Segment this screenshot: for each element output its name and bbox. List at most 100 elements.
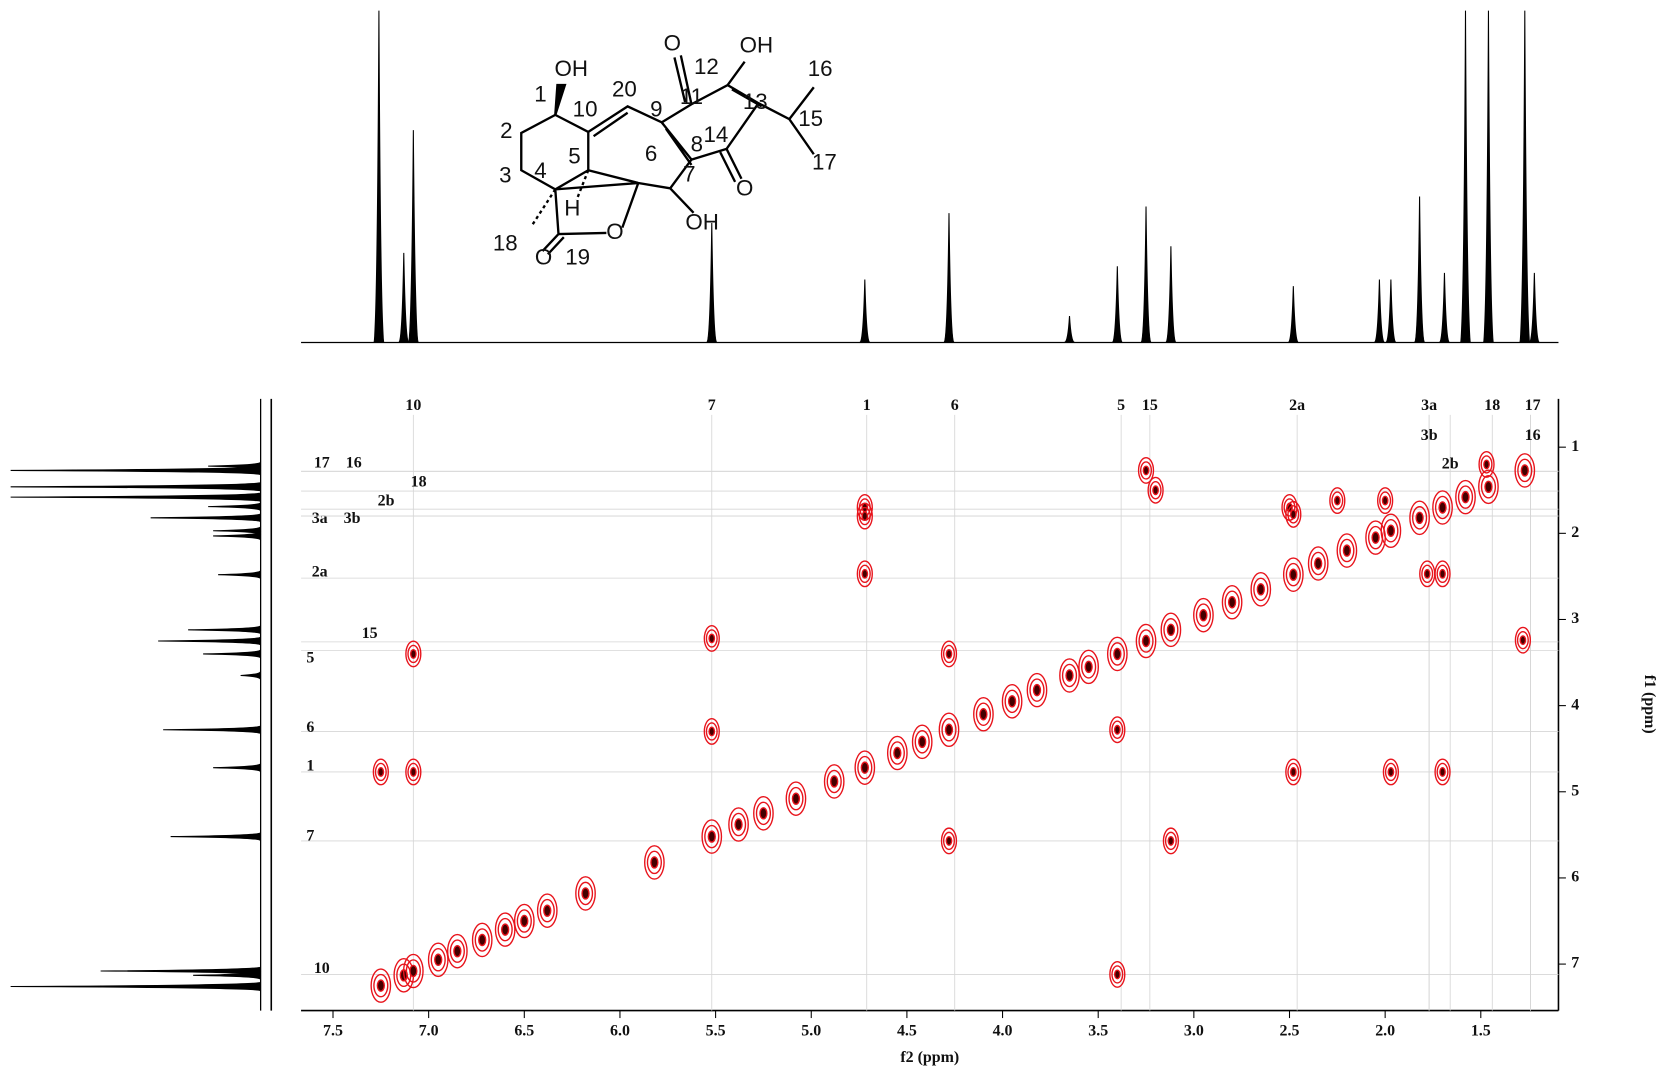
- atom-label: 18: [493, 231, 518, 256]
- atom-label: O: [606, 219, 623, 244]
- cross-peak: [1111, 720, 1124, 739]
- top-peak: [1140, 206, 1152, 344]
- cross-peak: [1516, 630, 1529, 650]
- diagonal-peak: [644, 845, 665, 880]
- cross-peak: [703, 624, 720, 652]
- cross-peak: [1113, 969, 1121, 980]
- diagonal-peak: [376, 979, 385, 992]
- cross-peak: [940, 827, 958, 855]
- top-peak: [1165, 246, 1177, 344]
- left-peak: [163, 724, 262, 735]
- cross-peak: [856, 502, 873, 530]
- diagonal-peak: [979, 708, 988, 721]
- cross-peak: [708, 726, 716, 737]
- cross-peak: [1287, 505, 1300, 524]
- diagonal-peak: [886, 735, 908, 771]
- left-peak: [10, 482, 262, 492]
- diagonal-peak: [577, 881, 594, 906]
- cross-peak: [708, 633, 716, 644]
- atom-label: 14: [704, 122, 729, 147]
- atom-label: 8: [691, 132, 703, 157]
- cross-peak: [856, 560, 873, 588]
- top-peak: [1459, 10, 1472, 344]
- cross-peak: [858, 506, 871, 526]
- cross-peak: [1109, 960, 1126, 988]
- diagonal-peak: [1380, 513, 1402, 549]
- diagonal-peak: [860, 761, 869, 774]
- top-peak: [407, 130, 420, 344]
- diagonal-peak: [911, 724, 933, 760]
- diagonal-peak: [1253, 577, 1269, 602]
- cross-peak: [372, 758, 389, 786]
- cross-peak: [1436, 564, 1449, 584]
- diagonal-peak: [1250, 572, 1272, 607]
- y-axis-title: f1 (ppm): [1641, 675, 1658, 734]
- f1-assignment-label: 2a: [312, 563, 328, 580]
- diagonal-peak: [1109, 642, 1125, 666]
- diagonal-peak: [854, 750, 876, 785]
- atom-label: 2: [500, 118, 512, 143]
- structure: OH 1 20 10 9 O 12 OH 11 13 16 15 17 8 14…: [493, 31, 837, 270]
- diagonal-peak: [1163, 618, 1179, 642]
- cross-peak: [1514, 626, 1532, 654]
- y-tick-label: 7: [1571, 955, 1579, 972]
- diagonal-peak: [1517, 458, 1533, 483]
- diagonal-peak: [1160, 612, 1182, 648]
- atom-label: 7: [683, 161, 695, 186]
- top-peak: [1373, 279, 1386, 344]
- left-peak: [170, 831, 262, 842]
- diagonal-peak: [370, 968, 392, 1003]
- diagonal-peak: [494, 912, 516, 947]
- f2-assignment-label: 7: [708, 397, 716, 414]
- diagonal-peak: [1084, 660, 1093, 674]
- atom-label: 10: [573, 97, 598, 122]
- wedge: [554, 83, 567, 116]
- diagonal-peak: [1307, 546, 1329, 581]
- x-tick-label: 3.0: [1184, 1023, 1204, 1040]
- top-peak: [1063, 315, 1076, 344]
- x-tick-label: 2.0: [1375, 1023, 1395, 1040]
- cross-peak: [1289, 509, 1297, 520]
- diagonal-peak: [1032, 683, 1042, 697]
- cross-peak: [858, 564, 871, 584]
- diagonal-peak: [918, 735, 927, 749]
- diagonal-peak: [474, 928, 490, 952]
- f2-assignment-label: 5: [1117, 397, 1125, 414]
- diagonal-peak: [373, 973, 389, 998]
- atom-label: 5: [568, 143, 580, 168]
- x-tick-label: 5.0: [801, 1023, 821, 1040]
- cross-peak: [1421, 564, 1434, 584]
- atom-label: 3: [499, 162, 511, 187]
- atom-label: O: [736, 175, 753, 200]
- diagonal-peak: [734, 818, 743, 831]
- f2-assignment-label: 18: [1484, 397, 1500, 414]
- f2-assignment-label: 1: [863, 397, 871, 414]
- diagonal-peak: [1029, 678, 1045, 702]
- cross-peak: [1381, 495, 1389, 506]
- top-peak: [1482, 10, 1495, 344]
- diagonal-peak: [539, 898, 555, 923]
- diagonal-peak: [973, 696, 994, 732]
- diagonal-peak: [405, 959, 421, 983]
- left-peak: [203, 649, 262, 659]
- cross-peak: [703, 718, 720, 745]
- diagonal-peak: [1166, 623, 1176, 637]
- cross-peak: [1387, 767, 1395, 777]
- diagonal-peak: [471, 922, 493, 958]
- diagonal-peak: [1514, 453, 1536, 488]
- diagonal-peak: [1113, 647, 1122, 661]
- diagonal-peak: [1199, 608, 1208, 622]
- diagonal-peak: [893, 746, 902, 760]
- diagonal-peak: [1081, 655, 1097, 679]
- cross-peak: [1152, 485, 1159, 496]
- y-tick-label: 3: [1571, 610, 1579, 627]
- diagonal-peak: [446, 933, 468, 969]
- atom-label: O: [664, 31, 681, 56]
- diagonal-peak: [1461, 490, 1470, 504]
- diagonal-peak: [975, 702, 992, 726]
- diagonal-peak: [453, 944, 462, 958]
- diagonal-peak: [1004, 689, 1020, 714]
- x-tick-label: 5.5: [706, 1023, 726, 1040]
- left-peak: [213, 525, 262, 536]
- cross-peak: [409, 648, 417, 659]
